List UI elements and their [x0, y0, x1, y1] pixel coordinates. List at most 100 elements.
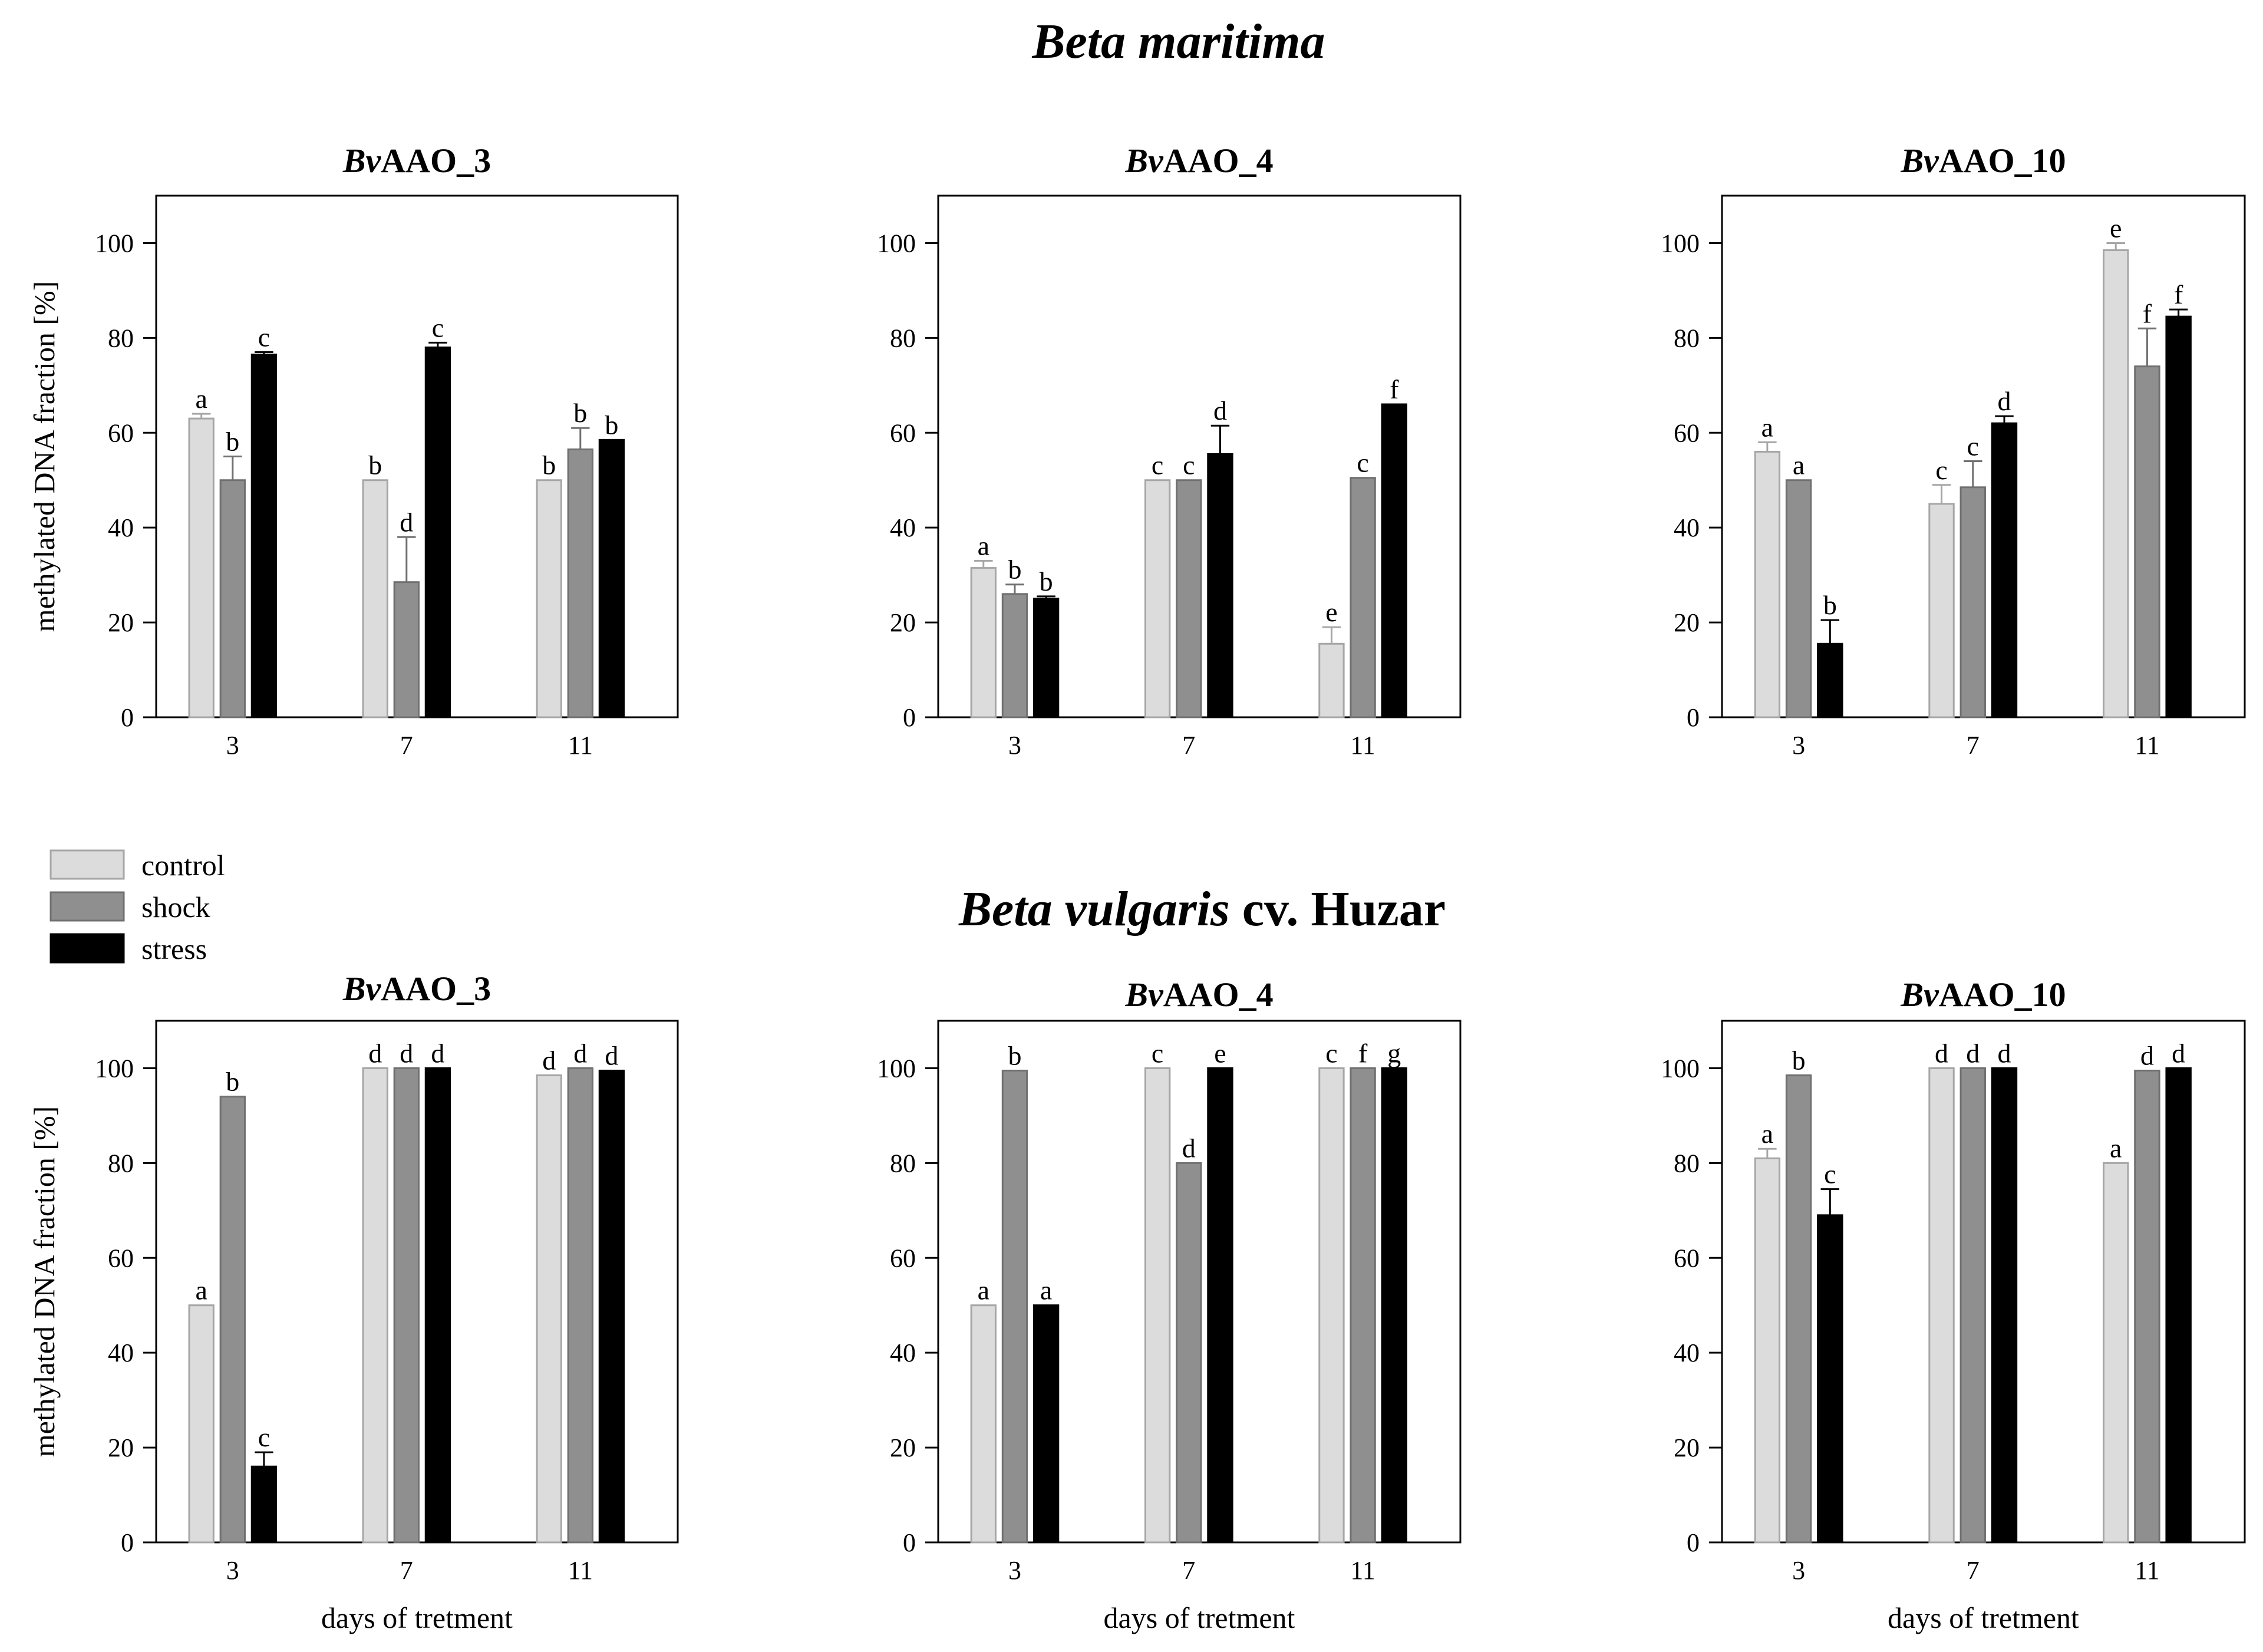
y-tick-label: 0	[121, 703, 134, 732]
significance-letter: d	[2172, 1038, 2185, 1068]
y-tick-label: 60	[108, 1244, 134, 1272]
y-tick-label: 80	[108, 324, 134, 352]
panel-vulgaris-bvaao10: BvAAO_10 0 20 40 60 80 100 days of tretment 3 a b c…	[1661, 975, 2246, 1634]
panel-title: BvAAO_4	[1124, 141, 1273, 180]
bar-stress-day-3	[250, 354, 278, 718]
x-tick-label: 7	[400, 731, 413, 760]
significance-letter: d	[400, 507, 413, 537]
significance-letter: c	[1152, 1038, 1163, 1068]
significance-letter: d	[1997, 1038, 2011, 1068]
x-tick-label: 3	[226, 1556, 239, 1585]
bar-shock-day-7	[1176, 1162, 1202, 1544]
y-tick-label: 60	[108, 418, 134, 447]
bar-shock-day-11	[567, 1067, 593, 1544]
bar-stress-day-11	[598, 438, 625, 718]
x-tick-label: 3	[1792, 1556, 1805, 1585]
y-tick-label: 100	[1661, 229, 1700, 258]
significance-letter: b	[1008, 555, 1021, 585]
y-tick-label: 100	[1661, 1054, 1700, 1083]
significance-letter: b	[573, 398, 587, 428]
panel-title: BvAAO_3	[342, 141, 491, 180]
y-tick-label: 0	[121, 1528, 134, 1557]
significance-letter: a	[1793, 450, 1805, 480]
x-tick-label: 7	[1967, 1556, 1980, 1585]
bar-stress-day-7	[1991, 1067, 2018, 1544]
bar-control-day-3	[970, 1304, 997, 1544]
significance-letter: a	[2110, 1133, 2122, 1163]
legend-swatch-stress	[50, 933, 125, 964]
significance-letter: e	[1325, 597, 1337, 627]
bar-shock-day-7	[1176, 479, 1202, 718]
x-axis-label: days of tretment	[321, 1601, 513, 1634]
y-tick-label: 80	[890, 1149, 916, 1178]
y-tick-label: 20	[890, 608, 916, 637]
bar-control-day-3	[188, 1304, 215, 1544]
y-tick-label: 40	[1674, 513, 1700, 542]
significance-letter: g	[1387, 1038, 1401, 1068]
legend-swatch-shock	[50, 891, 125, 922]
significance-letter: d	[1966, 1038, 1980, 1068]
y-tick-label: 40	[890, 513, 916, 542]
significance-letter: a	[1761, 1119, 1773, 1149]
y-tick-label: 80	[108, 1149, 134, 1178]
bar-stress-day-11	[1381, 1067, 1407, 1544]
x-tick-label: 7	[1182, 731, 1195, 760]
y-tick-label: 60	[1674, 418, 1700, 447]
y-tick-label: 80	[1674, 324, 1700, 352]
significance-letter: a	[195, 1275, 207, 1305]
y-tick-label: 100	[95, 1054, 134, 1083]
bar-control-day-3	[970, 567, 997, 718]
bar-stress-day-11	[2165, 1067, 2192, 1544]
significance-letter: d	[1182, 1133, 1196, 1163]
bar-control-day-11	[536, 1074, 562, 1544]
bar-shock-day-7	[1959, 486, 1986, 718]
y-tick-label: 0	[1687, 703, 1700, 732]
bar-shock-day-3	[1001, 593, 1028, 718]
significance-letter: d	[1997, 386, 2011, 416]
bar-control-day-3	[1754, 450, 1781, 718]
bar-shock-day-11	[567, 448, 593, 718]
legend: control shock stress	[50, 849, 225, 965]
panel-title: BvAAO_10	[1900, 141, 2066, 180]
significance-letter: d	[1935, 1038, 1948, 1068]
bar-shock-day-3	[219, 1096, 246, 1544]
significance-letter: d	[400, 1038, 413, 1068]
bar-shock-day-7	[393, 1067, 420, 1544]
significance-letter: c	[1357, 448, 1368, 478]
y-tick-label: 0	[903, 703, 916, 732]
section-title-beta-vulgaris: Beta vulgaris cv. Huzar	[958, 882, 1446, 937]
y-tick-label: 20	[1674, 608, 1700, 637]
legend-swatch-control	[50, 849, 125, 880]
significance-letter: c	[258, 1422, 270, 1452]
y-tick-label: 60	[890, 418, 916, 447]
significance-letter: b	[1792, 1046, 1806, 1076]
y-axis-label: methylated DNA fraction [%]	[28, 1106, 61, 1458]
bar-stress-day-3	[1817, 1214, 1843, 1544]
y-tick-label: 40	[108, 513, 134, 542]
bar-stress-day-7	[1207, 453, 1233, 718]
x-tick-label: 7	[400, 1556, 413, 1585]
significance-letter: f	[2143, 298, 2152, 328]
significance-letter: f	[1358, 1038, 1368, 1068]
bar-shock-day-11	[2134, 1069, 2160, 1544]
significance-letter: c	[1325, 1038, 1337, 1068]
y-tick-label: 100	[877, 229, 916, 258]
x-tick-label: 11	[1350, 731, 1375, 760]
legend-label-control: control	[141, 849, 225, 882]
x-tick-label: 3	[1008, 1556, 1021, 1585]
x-axis-label: days of tretment	[1888, 1601, 2079, 1634]
bar-control-day-3	[1754, 1157, 1781, 1544]
significance-letter: c	[258, 322, 270, 352]
significance-letter: c	[1183, 450, 1195, 480]
y-tick-label: 40	[890, 1338, 916, 1367]
panel-maritima-bvaao3: BvAAO_3 0 20 40 60 80 100 methylated DNA fracti…	[28, 141, 679, 760]
bar-control-day-7	[362, 479, 388, 718]
y-tick-label: 0	[903, 1528, 916, 1557]
y-tick-label: 20	[1674, 1433, 1700, 1462]
bar-stress-day-7	[424, 1067, 451, 1544]
bar-stress-day-7	[424, 346, 451, 718]
bar-control-day-11	[536, 479, 562, 718]
